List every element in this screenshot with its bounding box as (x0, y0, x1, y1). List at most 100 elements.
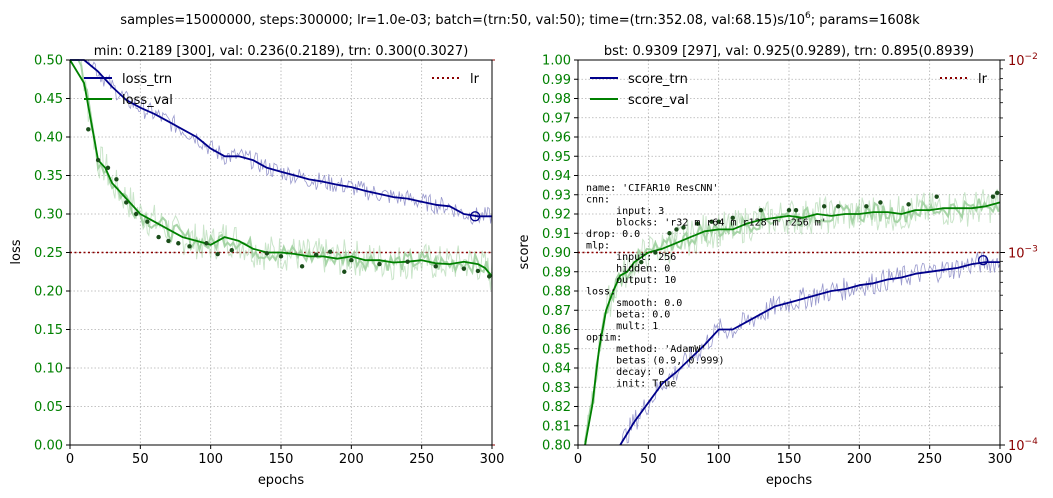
best-val-point (994, 190, 1000, 196)
y-tick-label: 0.89 (542, 265, 571, 280)
best-val-point (405, 259, 410, 264)
loss-x-label: epochs (258, 473, 305, 488)
best-val-point (187, 244, 192, 249)
best-val-point (145, 219, 150, 224)
y-tick-label: 0.81 (542, 419, 571, 434)
best-val-point (313, 252, 319, 258)
best-val-point (461, 266, 467, 271)
y-tick-label: 0.84 (542, 362, 571, 377)
y-tick-label: 0.92 (542, 208, 571, 223)
y-tick-label: 0.05 (34, 400, 63, 415)
best-val-point (86, 127, 91, 132)
config-annotation-line: method: 'AdamW' (586, 344, 706, 355)
loss-best-points (86, 127, 492, 279)
y-tick-label: 0.45 (34, 92, 63, 107)
x-tick-label: 300 (480, 452, 505, 467)
best-val-point (377, 261, 382, 267)
y-tick-label: 0.10 (34, 362, 63, 377)
config-annotation-line: output: 10 (586, 275, 676, 286)
best-val-point (864, 204, 869, 209)
legend-label-score-val: score_val (628, 93, 689, 108)
best-val-point (653, 250, 658, 255)
score-x-label: epochs (766, 473, 813, 488)
config-annotation-line: init: True (586, 379, 676, 390)
config-annotation-line: decay: 0 (586, 367, 664, 378)
config-annotation-line: name: 'CIFAR10 ResCNN' (586, 183, 718, 194)
val-ema-line (584, 198, 1000, 443)
y-tick-label: 0.50 (34, 54, 63, 69)
x-tick-label: 200 (339, 452, 364, 467)
y-tick-label: 0.00 (34, 439, 63, 454)
figure-suptitle: samples=15000000, steps:300000; lr=1.0e-… (120, 11, 920, 28)
y-tick-label: 0.80 (542, 439, 571, 454)
config-annotation-line: mult: 1 (586, 321, 658, 332)
config-annotation-line: optim: (586, 333, 622, 344)
best-val-point (176, 241, 181, 246)
loss-y-ticks: 0.00 0.05 0.10 0.15 0.20 0.25 0.30 0.35 0.40 0.45… (34, 54, 70, 454)
best-val-point (821, 204, 827, 209)
legend-label-loss-lr: lr (470, 72, 480, 87)
config-annotation-line: blocks: 'r32 m r64 m r128 m r256 m' (586, 218, 827, 229)
y-tick-label: 0.30 (34, 208, 63, 223)
y-tick-label: 0.93 (542, 188, 571, 203)
x-tick-label: 150 (269, 452, 294, 467)
best-val-point (114, 177, 119, 182)
y-tick-label: 0.86 (542, 323, 571, 338)
best-val-point (166, 238, 171, 244)
best-val-point (758, 207, 764, 213)
config-annotation-line: beta: 0.0 (586, 310, 670, 321)
legend-label-loss-trn: loss_trn (122, 72, 172, 87)
x-tick-label: 100 (706, 452, 731, 467)
config-annotation-line: input: 3 (586, 206, 664, 217)
legend-label-loss-val: loss_val (122, 93, 173, 108)
config-annotation-line: smooth: 0.0 (586, 298, 682, 309)
x-tick-label: 0 (574, 452, 582, 467)
best-val-point (204, 241, 209, 246)
lr-axis-tick-label: 10−4 (1008, 437, 1038, 454)
score-panel: 0 50 100 150 200 250 300 0.800.810.820.830.840… (517, 44, 1038, 488)
best-val-point (878, 200, 883, 205)
config-annotation-line: drop: 0.0 (586, 229, 640, 240)
trn-smooth-line (70, 59, 492, 218)
config-annotation-line: betas (0.9, 0.999) (586, 356, 724, 367)
y-tick-label: 0.99 (542, 73, 571, 88)
lr-axis-tick-label: 10−2 (1008, 52, 1038, 69)
score-x-ticks: 0 50 100 150 200 250 300 (574, 445, 1012, 467)
best-val-point (667, 231, 672, 236)
legend-label-score-trn: score_trn (628, 72, 688, 87)
best-val-point (124, 200, 129, 205)
config-annotation-line: hidden: 0 (586, 264, 670, 275)
lr-axis-tick-label: 10−3 (1008, 245, 1038, 262)
best-val-point (278, 254, 284, 259)
y-tick-label: 0.20 (34, 285, 63, 300)
x-tick-label: 250 (409, 452, 434, 467)
trn-raw-line (620, 251, 1001, 446)
y-tick-label: 0.82 (542, 400, 571, 415)
y-tick-label: 0.40 (34, 131, 63, 146)
best-val-point (95, 157, 101, 163)
best-val-point (786, 207, 792, 213)
y-tick-label: 0.15 (34, 323, 63, 338)
y-tick-label: 0.87 (542, 304, 571, 319)
best-val-point (990, 194, 996, 199)
x-tick-label: 200 (847, 452, 872, 467)
score-legend: score_trn score_val lr (590, 72, 988, 108)
y-tick-label: 0.83 (542, 381, 571, 396)
loss-y-label: loss (9, 239, 24, 264)
x-tick-label: 50 (640, 452, 657, 467)
best-val-point (299, 264, 305, 269)
best-val-point (639, 259, 644, 265)
y-tick-label: 0.95 (542, 150, 571, 165)
config-annotation: name: 'CIFAR10 ResCNN'cnn: input: 3 bloc… (586, 183, 827, 390)
best-val-point (934, 194, 939, 199)
trn-smooth-line (619, 261, 1000, 446)
score-y-label: score (517, 235, 532, 270)
x-tick-label: 100 (198, 452, 223, 467)
best-val-point (264, 251, 270, 256)
best-val-point (793, 207, 799, 213)
config-annotation-line: input: 256 (586, 252, 676, 263)
y-tick-label: 0.91 (542, 227, 571, 242)
best-trn-marker (469, 211, 481, 222)
y-tick-label: 0.85 (542, 342, 571, 357)
val-raw-line (70, 59, 493, 291)
